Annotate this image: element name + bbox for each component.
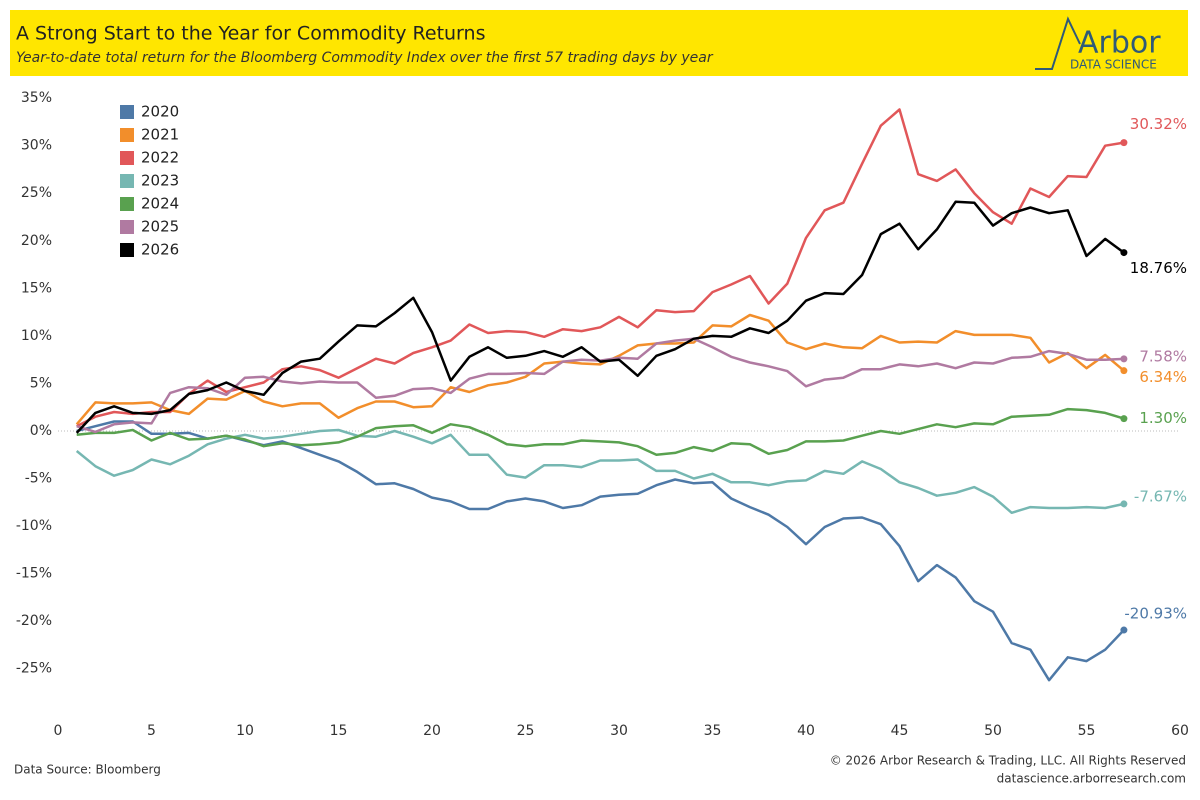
x-tick-label: 10 [236,723,254,739]
series-line [76,407,1125,457]
y-tick-label: 5% [30,375,52,391]
source-note: Data Source: Bloomberg [14,763,161,777]
x-tick-label: 15 [330,723,348,739]
legend-label: 2022 [141,149,179,167]
y-tick-label: 0% [30,423,52,439]
end-point [1120,249,1128,257]
y-tick-label: 35% [21,90,52,106]
legend-label: 2021 [141,126,179,144]
x-tick-label: 30 [610,723,628,739]
legend-swatch [120,105,134,119]
series-line [75,200,1125,434]
legend-swatch [120,243,134,257]
legend-swatch [120,220,134,234]
x-tick-label: 35 [704,723,722,739]
y-tick-label: 15% [21,280,52,296]
series-line [75,428,1125,515]
y-tick-label: -25% [16,661,52,677]
legend-label: 2025 [141,218,179,236]
legend-label: 2026 [141,241,179,259]
x-tick-label: 0 [54,723,63,739]
copyright: © 2026 Arbor Research & Trading, LLC. Al… [830,754,1186,768]
x-tick-label: 5 [147,723,156,739]
legend-swatch [120,197,134,211]
end-point [1120,626,1128,634]
x-tick-label: 55 [1078,723,1096,739]
y-tick-label: -15% [16,566,52,582]
legend-label: 2020 [141,103,179,121]
y-tick-label: -20% [16,613,52,629]
series-line [76,108,1125,428]
value-label: 18.76% [1130,259,1187,277]
end-point [1120,415,1128,423]
value-label: 30.32% [1130,115,1187,133]
chart-subtitle: Year-to-date total return for the Bloomb… [16,50,714,66]
plot-area: -25% -20% -15% -10% -5% 0% 5% 10% 15% 20% 25% 30% 35… [16,90,1189,739]
legend-swatch [120,174,134,188]
value-label: 6.34% [1139,368,1187,386]
y-tick-label: -5% [25,471,52,487]
end-point [1120,139,1128,147]
series-line [75,313,1125,426]
x-tick-label: 20 [423,723,441,739]
header-band [10,10,1188,76]
y-tick-label: 25% [21,185,52,201]
y-tick-label: 10% [21,328,52,344]
end-point [1120,367,1128,375]
end-point [1120,500,1128,508]
logo-subtext: DATA SCIENCE [1070,58,1157,72]
url: datascience.arborresearch.com [997,772,1186,786]
y-tick-label: -10% [16,518,52,534]
x-tick-label: 60 [1171,723,1189,739]
x-tick-label: 40 [797,723,815,739]
chart-title: A Strong Start to the Year for Commodity… [16,23,485,45]
value-label: -20.93% [1124,605,1187,623]
y-tick-label: 20% [21,233,52,249]
y-tick-label: 30% [21,138,52,154]
x-tick-label: 50 [984,723,1002,739]
x-tick-label: 45 [891,723,909,739]
logo-mark [1035,16,1081,70]
legend-swatch [120,128,134,142]
x-tick-label: 25 [517,723,535,739]
legend-label: 2023 [141,172,179,190]
logo-text: Arbor [1078,26,1161,61]
legend-label: 2024 [141,195,179,213]
legend-swatch [120,151,134,165]
value-label: 7.58% [1139,347,1187,365]
value-label: -7.67% [1134,487,1187,505]
value-label: 1.30% [1139,409,1187,427]
end-point [1120,355,1128,363]
